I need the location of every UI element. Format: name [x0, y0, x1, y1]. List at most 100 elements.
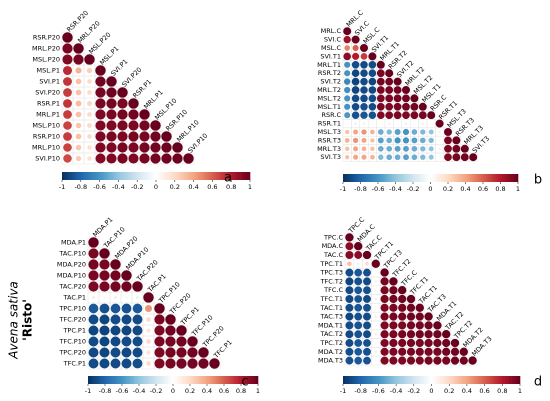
- colorbar-segment: [378, 376, 381, 384]
- row-label: MSL.C: [321, 44, 341, 52]
- colorbar-tick-label: -0.2: [131, 183, 144, 191]
- correlation-circle: [398, 321, 407, 330]
- colorbar-segment: [446, 174, 449, 182]
- colorbar-segment: [360, 376, 363, 384]
- colorbar-segment: [378, 174, 381, 182]
- correlation-circle: [352, 52, 360, 60]
- correlation-circle: [354, 339, 363, 347]
- correlation-circle: [450, 356, 460, 365]
- correlation-circle: [63, 154, 72, 163]
- correlation-circle: [139, 120, 150, 131]
- row-label: SVI.T1: [320, 52, 341, 60]
- colorbar-segment: [348, 376, 351, 384]
- correlation-circle: [344, 112, 351, 119]
- correlation-circle: [428, 137, 434, 144]
- colorbar-segment: [161, 376, 164, 384]
- colorbar-segment: [150, 172, 153, 180]
- colorbar-segment: [452, 376, 455, 384]
- colorbar-segment: [140, 376, 143, 384]
- panel-label: d: [534, 375, 542, 390]
- correlation-circle: [344, 103, 351, 110]
- colorbar-tick-label: 0.2: [185, 387, 195, 395]
- colorbar-segment: [222, 376, 225, 384]
- correlation-circle: [380, 303, 389, 312]
- colorbar-segment: [481, 174, 484, 182]
- colorbar-tick-label: -0.2: [150, 387, 163, 395]
- colorbar-segment: [472, 174, 475, 182]
- correlation-circle: [376, 111, 385, 120]
- colorbar-segment: [114, 172, 117, 180]
- colorbar-segment: [110, 172, 114, 180]
- colorbar-segment: [472, 376, 475, 384]
- colorbar-segment: [122, 376, 124, 384]
- correlation-circle: [403, 145, 409, 152]
- correlation-circle: [88, 325, 99, 336]
- colorbar-segment: [223, 172, 226, 180]
- correlation-circle: [386, 137, 393, 144]
- colorbar-segment: [350, 174, 353, 182]
- row-label: MSL.P1: [37, 67, 60, 75]
- row-label: MDA.C: [322, 242, 344, 250]
- correlation-circle: [374, 315, 378, 318]
- row-label: MRL.T3: [317, 145, 341, 153]
- row-label: TFC.P20: [58, 316, 86, 324]
- correlation-circle: [387, 122, 391, 125]
- correlation-circle: [345, 250, 354, 260]
- colorbar-segment: [127, 172, 130, 180]
- row-label: MDA.P1: [61, 239, 86, 247]
- colorbar-segment: [82, 172, 85, 180]
- correlation-circle: [128, 142, 139, 153]
- colorbar-segment: [486, 376, 489, 384]
- row-label: MSL.T1: [317, 103, 341, 111]
- correlation-circle: [345, 286, 354, 295]
- colorbar-segment: [80, 172, 83, 180]
- correlation-circle: [376, 94, 385, 103]
- colorbar-segment: [97, 172, 100, 180]
- colorbar-segment: [422, 376, 425, 384]
- correlation-circle: [420, 129, 426, 135]
- correlation-circle: [176, 347, 187, 358]
- correlation-circle: [415, 347, 424, 356]
- colorbar-segment: [156, 172, 159, 180]
- colorbar-segment: [420, 174, 423, 182]
- correlation-circle: [354, 356, 363, 365]
- colorbar-segment: [482, 376, 485, 384]
- colorbar-segment: [467, 174, 470, 182]
- correlation-circle: [106, 131, 117, 142]
- colorbar-segment: [63, 172, 67, 180]
- colorbar-tick-label: 0.6: [219, 387, 229, 395]
- colorbar-segment: [218, 172, 221, 180]
- correlation-circle: [394, 129, 401, 135]
- correlation-circle: [95, 76, 106, 87]
- correlation-circle: [428, 146, 434, 152]
- correlation-circle: [165, 336, 176, 347]
- correlation-circle: [402, 94, 410, 103]
- correlation-circle: [377, 137, 384, 144]
- colorbar-segment: [500, 174, 503, 182]
- colorbar-segment: [511, 174, 514, 182]
- cultivar-label: 'Risto': [21, 299, 35, 341]
- correlation-circle: [361, 154, 367, 160]
- correlation-circle: [374, 332, 378, 336]
- correlation-circle: [121, 347, 132, 358]
- colorbar-segment: [116, 376, 119, 384]
- correlation-circle: [87, 112, 92, 117]
- correlation-circle: [415, 312, 424, 321]
- correlation-circle: [398, 312, 407, 321]
- correlation-circle: [63, 99, 72, 108]
- correlation-circle: [389, 347, 398, 356]
- correlation-circle: [360, 44, 368, 52]
- correlation-circle: [351, 94, 360, 103]
- correlation-circle: [62, 54, 73, 65]
- colorbar-segment: [164, 376, 167, 384]
- correlation-circle: [468, 356, 477, 365]
- correlation-circle: [63, 121, 72, 130]
- colorbar-tick-label: -1: [85, 387, 91, 395]
- correlation-circle: [154, 303, 165, 314]
- correlation-circle: [380, 312, 389, 321]
- correlation-circle: [406, 338, 416, 348]
- colorbar-segment: [144, 376, 147, 384]
- correlation-circle: [398, 303, 407, 312]
- row-label: RSR.C: [321, 111, 341, 119]
- colorbar-segment: [90, 172, 93, 180]
